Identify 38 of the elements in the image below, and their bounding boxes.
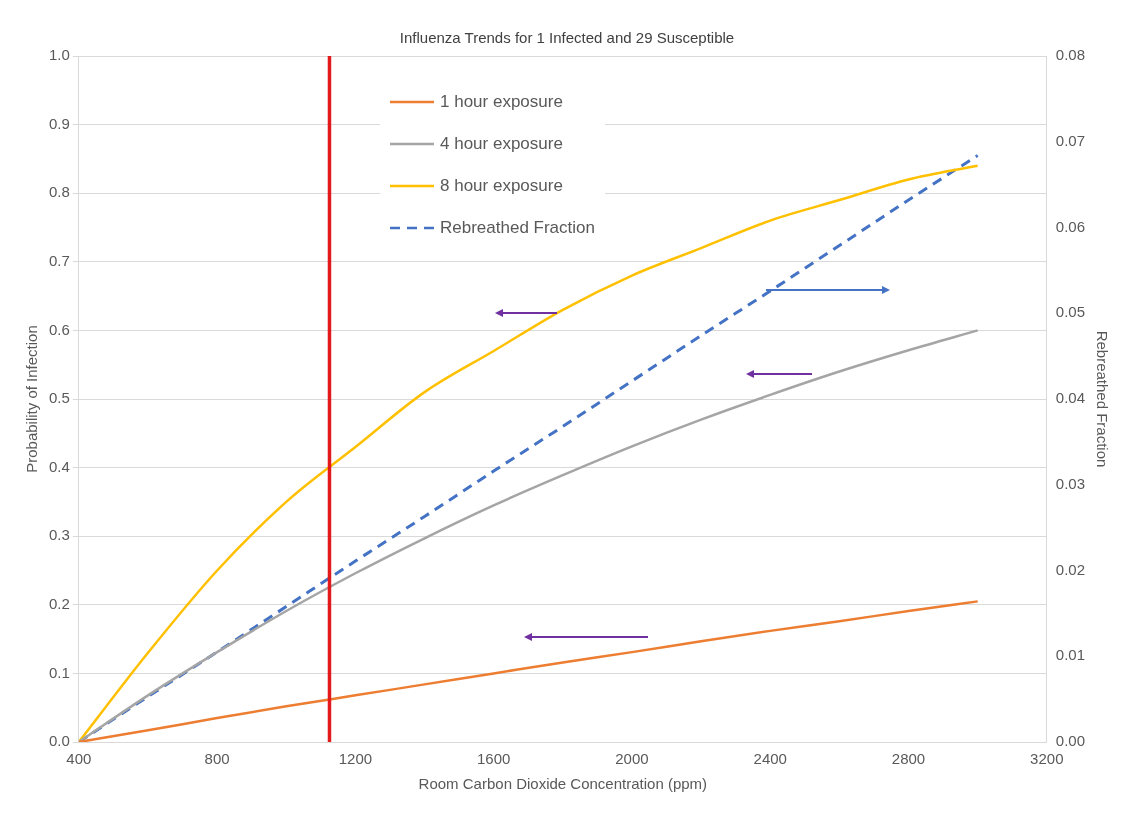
y2-tick-label: 0.05: [1055, 303, 1086, 321]
y-tick-label: 0.9: [48, 114, 70, 132]
chart-title: Influenza Trends for 1 Infected and 29 Susceptible: [399, 29, 735, 47]
x-axis-title: Room Carbon Dioxide Concentration (ppm): [418, 775, 708, 793]
y2-tick-label: 0.01: [1055, 646, 1086, 664]
legend-label: 8 hour exposure: [440, 176, 563, 196]
x-tick-label: 2800: [891, 750, 926, 768]
x-tick-label: 400: [66, 750, 92, 768]
y2-tick-label: 0.04: [1055, 389, 1086, 407]
y-tick-label: 0.2: [48, 594, 70, 612]
y-tick-label: 0.4: [48, 457, 70, 475]
legend-label: 4 hour exposure: [440, 134, 563, 154]
y-axis-title: Probability of Infection: [23, 325, 41, 473]
y-tick-label: 0.0: [48, 732, 70, 750]
x-tick-label: 2400: [753, 750, 787, 768]
y2-tick-label: 0.07: [1055, 131, 1086, 149]
y2-tick-label: 0.06: [1055, 217, 1086, 235]
x-tick-label: 1200: [338, 750, 373, 768]
y2-tick-label: 0.00: [1055, 732, 1086, 750]
y-tick-label: 0.5: [48, 389, 70, 407]
y2-tick-label: 0.08: [1055, 46, 1086, 64]
y-tick-label: 1.0: [48, 46, 70, 64]
y-tick-label: 0.7: [48, 251, 70, 269]
line-series: [78, 600, 979, 742]
y-tick-label: 0.8: [48, 183, 70, 201]
x-tick-label: 2000: [615, 750, 649, 768]
x-tick-label: 800: [204, 750, 230, 768]
x-tick-label: 1600: [477, 750, 511, 768]
line-series: [78, 329, 979, 742]
legend-label: Rebreathed Fraction: [440, 218, 595, 238]
y2-tick-label: 0.02: [1055, 560, 1086, 578]
legend-label: 1 hour exposure: [440, 92, 563, 112]
y-tick-label: 0.1: [48, 663, 70, 681]
y2-axis-title: Rebreathed Fraction: [1093, 330, 1111, 468]
y-tick-label: 0.6: [48, 320, 70, 338]
y2-tick-label: 0.03: [1055, 474, 1086, 492]
x-tick-label: 3200: [1030, 750, 1064, 768]
y-tick-label: 0.3: [48, 526, 70, 544]
